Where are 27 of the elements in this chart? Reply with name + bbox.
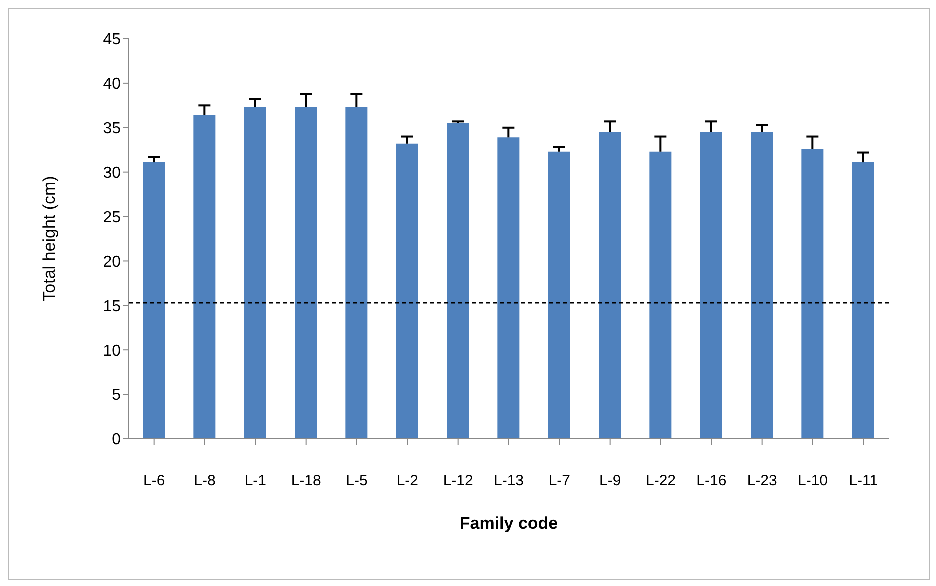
x-tick-label: L-16	[696, 472, 727, 490]
x-tick-label: L-18	[291, 472, 322, 490]
y-tick-label: 35	[103, 120, 122, 138]
x-tick-label: L-10	[798, 472, 828, 490]
y-tick-label: 40	[103, 76, 122, 94]
x-tick-label: L-23	[747, 472, 778, 490]
y-tick-label: 0	[112, 432, 122, 449]
y-tick-label: 10	[103, 342, 122, 360]
x-tick-label: L-7	[548, 472, 571, 490]
y-axis-title: Total height (cm)	[40, 176, 60, 302]
x-axis-title: Family code	[460, 514, 558, 533]
x-tick-label: L-8	[194, 472, 216, 490]
x-tick-label: L-22	[646, 472, 676, 490]
x-tick-label: L-5	[346, 472, 368, 490]
x-tick-label: L-6	[143, 472, 166, 490]
x-tick-label: L-1	[244, 472, 267, 490]
y-tick-label: 20	[103, 254, 122, 271]
x-tick-label: L-2	[396, 472, 419, 490]
y-tick-label: 5	[112, 387, 122, 404]
y-tick-label: 15	[103, 298, 122, 316]
x-tick-label: L-11	[849, 472, 878, 490]
y-tick-label: 25	[103, 209, 122, 226]
y-tick-label: 45	[103, 32, 122, 49]
x-tick-label: L-9	[599, 472, 622, 490]
x-tick-label: L-12	[443, 472, 474, 490]
x-tick-label: L-13	[494, 472, 524, 490]
y-tick-label: 30	[103, 165, 122, 182]
